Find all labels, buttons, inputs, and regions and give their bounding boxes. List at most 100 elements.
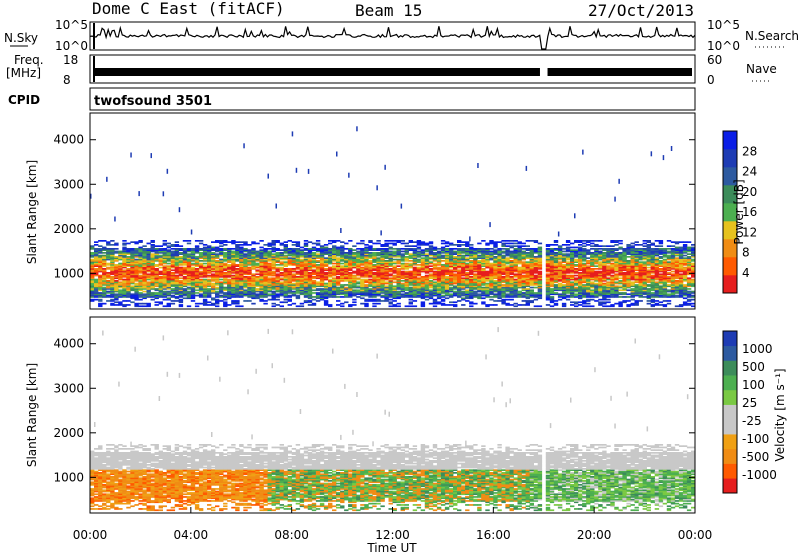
echo-cell xyxy=(215,260,220,262)
echo-cell xyxy=(392,256,397,258)
echo-cell xyxy=(98,281,103,284)
echo-cell xyxy=(344,258,349,261)
echo-cell xyxy=(130,260,135,262)
echo-cell xyxy=(299,256,305,258)
echo-cell xyxy=(444,262,450,265)
echo-cell xyxy=(231,281,236,284)
echo-cell xyxy=(247,293,252,296)
echo-cell xyxy=(186,262,192,265)
echo-cell xyxy=(94,244,99,246)
echo-cell xyxy=(412,274,418,277)
echo-cell xyxy=(473,286,478,289)
echo-cell xyxy=(162,294,167,297)
echo-cell xyxy=(178,270,184,273)
echo-cell xyxy=(493,284,498,286)
echo-cell xyxy=(190,289,196,292)
echo-cell xyxy=(453,250,458,253)
echo-cell xyxy=(182,269,188,272)
echo-cell xyxy=(461,272,466,274)
echo-cell xyxy=(134,254,139,257)
echo-cell xyxy=(561,253,567,255)
echo-cell xyxy=(388,301,393,304)
echo-cell xyxy=(332,260,337,262)
echo-cell xyxy=(336,282,341,285)
echo-cell xyxy=(271,260,276,262)
echo-cell xyxy=(332,265,337,267)
echo-cell xyxy=(553,252,559,254)
echo-cell xyxy=(239,305,244,308)
echo-cell xyxy=(420,249,426,251)
echo-cell xyxy=(118,276,123,278)
echo-cell xyxy=(473,302,478,305)
echo-cell xyxy=(295,272,301,274)
echo-cell xyxy=(142,272,147,274)
echo-cell xyxy=(537,257,543,259)
echo-cell xyxy=(142,264,147,266)
echo-cell xyxy=(332,293,337,296)
echo-cell xyxy=(344,284,349,286)
echo-cell xyxy=(360,256,365,258)
echo-cell xyxy=(424,290,430,293)
echo-cell xyxy=(469,264,474,266)
echo-cell xyxy=(186,248,192,250)
echo-cell xyxy=(582,269,587,272)
echo-cell xyxy=(352,252,357,254)
echo-cell xyxy=(299,292,305,294)
echo-cell xyxy=(340,268,345,270)
echo-cell xyxy=(372,266,377,269)
echo-cell xyxy=(126,249,131,251)
echo-cell xyxy=(461,252,466,254)
echo-cell xyxy=(582,293,587,296)
echo-cell xyxy=(271,268,276,270)
echo-cell xyxy=(521,281,526,284)
echo-cell xyxy=(186,294,192,297)
echo-cell xyxy=(166,302,171,305)
echo-cell xyxy=(521,284,526,286)
echo-cell xyxy=(473,269,478,272)
echo-cell xyxy=(259,246,264,249)
echo-cell xyxy=(594,294,599,297)
echo-cell xyxy=(267,265,272,267)
echo-cell xyxy=(594,253,599,255)
echo-cell xyxy=(283,290,288,293)
echo-cell xyxy=(412,296,418,298)
echo-cell xyxy=(130,272,135,274)
echo-cell xyxy=(561,250,567,253)
echo-cell xyxy=(396,286,401,289)
echo-cell xyxy=(525,257,530,259)
echo-cell xyxy=(614,264,619,266)
echo-cell xyxy=(598,268,603,270)
echo-cell xyxy=(501,301,506,304)
echo-cell xyxy=(529,262,534,265)
echo-cell xyxy=(279,254,284,257)
echo-cell xyxy=(473,265,478,267)
echo-cell xyxy=(565,298,571,301)
echo-cell xyxy=(344,261,349,263)
echo-cell xyxy=(251,292,256,294)
echo-cell xyxy=(594,289,599,292)
echo-cell xyxy=(315,289,321,292)
echo-cell xyxy=(432,292,438,294)
echo-cell xyxy=(493,276,498,278)
echo-cell xyxy=(303,286,309,289)
echo-cell xyxy=(497,293,502,296)
echo-cell xyxy=(533,257,539,259)
echo-cell xyxy=(582,260,587,262)
echo-cell xyxy=(549,257,555,259)
echo-cell xyxy=(323,265,329,267)
echo-cell xyxy=(344,262,349,265)
echo-cell xyxy=(126,260,131,262)
echo-cell xyxy=(436,288,442,290)
echo-cell xyxy=(323,285,329,288)
echo-cell xyxy=(481,254,486,257)
echo-cell xyxy=(231,296,236,298)
echo-cell xyxy=(150,277,155,280)
echo-cell xyxy=(521,277,526,280)
echo-cell xyxy=(263,278,268,281)
echo-cell xyxy=(368,252,373,254)
echo-cell xyxy=(590,289,595,292)
echo-cell xyxy=(408,257,413,259)
echo-cell xyxy=(283,293,288,296)
echo-cell xyxy=(574,269,579,272)
echo-cell xyxy=(428,248,434,250)
